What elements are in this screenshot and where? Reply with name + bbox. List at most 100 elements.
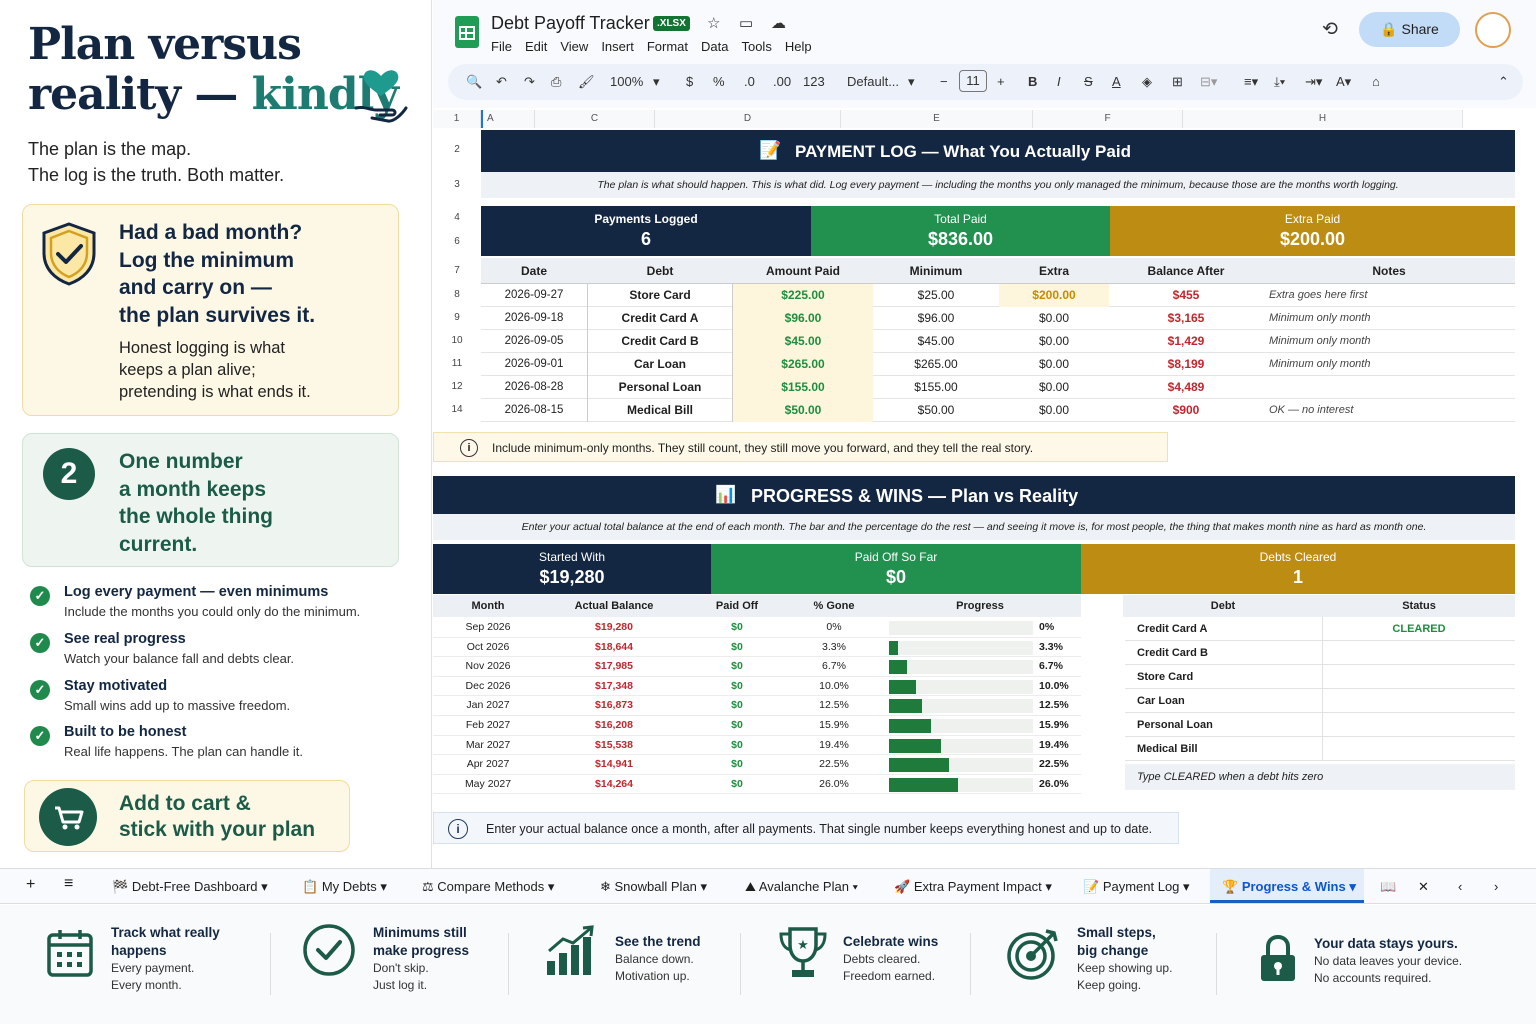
menu-format[interactable]: Format [646,39,688,54]
rotate-icon[interactable]: A▾ [1336,74,1352,89]
table-row[interactable]: 2026-09-05 Credit Card B $45.00 $45.00 $0.00… [481,330,1515,353]
history-icon[interactable]: ⟲ [1322,19,1338,40]
progress-header: Actual Balance [574,600,654,612]
col-header[interactable]: E [841,110,1033,128]
merge-cells-icon[interactable]: ⊟▾ [1200,74,1218,89]
add-sheet-icon[interactable]: + [26,876,36,893]
font-size-decrease-icon[interactable]: − [940,74,948,89]
menu-insert[interactable]: Insert [601,39,634,54]
borders-icon[interactable]: ⊞ [1172,74,1183,89]
kpi-paid-off: Paid Off So Far $0 [711,544,1081,594]
table-row[interactable]: 2026-08-28 Personal Loan $155.00 $155.00 $0.… [481,376,1515,399]
folder-icon[interactable]: ▭ [739,15,754,32]
percent-format-button[interactable]: % [713,74,725,89]
debt-row[interactable]: Credit Card A CLEARED [1125,617,1515,641]
progress-row[interactable]: Nov 2026 $17,985 $0 6.7% 6.7% [433,657,1081,677]
scroll-left-icon[interactable]: ‹ [1458,879,1463,894]
valign-icon[interactable]: ⤓▾ [1274,74,1286,89]
redo-icon[interactable]: ↷ [524,74,535,89]
font-size-input[interactable]: 11 [959,70,987,92]
bold-icon[interactable]: B [1028,74,1038,89]
table-row[interactable]: 2026-09-27 Store Card $225.00 $25.00 $200.00… [481,284,1515,307]
progress-row[interactable]: Jan 2027 $16,873 $0 12.5% 12.5% [433,696,1081,716]
tab-debt-free-dashboard[interactable]: 🏁 Debt-Free Dashboard ▾ [112,879,268,894]
menu-edit[interactable]: Edit [524,39,548,54]
strikethrough-icon[interactable]: S [1084,74,1093,89]
share-button[interactable]: 🔒 Share [1359,12,1460,47]
log-cell-extra: $0.00 [1038,311,1070,325]
benefit-title: Small steps, [1077,925,1156,940]
tab-avalanche-plan[interactable]: ⛰ Avalanche Plan ▾ [745,879,859,894]
star-icon[interactable]: ☆ [707,15,721,32]
tab-my-debts[interactable]: 📋 My Debts ▾ [302,879,387,894]
debt-row[interactable]: Store Card [1125,665,1515,689]
col-header[interactable]: D [655,110,841,128]
print-icon[interactable]: ⎙ [551,74,562,89]
menu-view[interactable]: View [560,39,589,54]
chevron-down-icon[interactable]: ▾ [653,74,660,89]
one-number-title-line: a month keeps [119,477,267,501]
debts-hint: Type CLEARED when a debt hits zero [1125,764,1515,790]
collapse-toolbar-icon[interactable]: ⌃ [1498,74,1509,89]
debt-row[interactable]: Car Loan [1125,689,1515,713]
link-icon[interactable]: ⌂ [1372,74,1380,89]
col-header[interactable]: H [1183,110,1463,128]
heart-hand-icon [354,70,408,123]
col-header[interactable]: F [1033,110,1183,128]
align-icon[interactable]: ≡▾ [1244,74,1259,89]
debt-row[interactable]: Medical Bill [1125,737,1515,761]
chevron-down-icon[interactable]: ▾ [908,74,915,89]
font-size-increase-icon[interactable]: + [997,74,1005,89]
progress-row[interactable]: Sep 2026 $19,280 $0 0% 0% [433,618,1081,638]
wrap-icon[interactable]: ⇥▾ [1305,74,1323,89]
debt-row[interactable]: Personal Loan [1125,713,1515,737]
cloud-icon[interactable]: ☁ [771,15,786,32]
paint-format-icon[interactable]: 🖌 [578,74,595,89]
table-row[interactable]: 2026-08-15 Medical Bill $50.00 $50.00 $0.00 $… [481,399,1515,422]
all-sheets-icon[interactable]: ≡ [64,875,74,892]
col-header[interactable]: A [481,110,535,128]
search-icon[interactable]: 🔍 [466,74,483,89]
fill-color-icon[interactable]: ◈ [1142,74,1152,89]
table-row[interactable]: 2026-09-01 Car Loan $265.00 $265.00 $0.00 $8,… [481,353,1515,376]
cart-line-1: Add to cart & [119,792,251,815]
tab-extra-payment-impact[interactable]: 🚀 Extra Payment Impact ▾ [894,879,1052,894]
benefit-desc: Every month. [111,978,182,992]
benefit-desc: Just log it. [373,978,428,992]
text-color-icon[interactable]: A [1112,74,1121,89]
table-row[interactable]: 2026-09-18 Credit Card A $96.00 $96.00 $0.00… [481,307,1515,330]
currency-format-button[interactable]: $ [686,74,694,89]
italic-icon[interactable]: I [1057,74,1061,89]
progress-row[interactable]: Feb 2027 $16,208 $0 15.9% 15.9% [433,716,1081,736]
log-cell-bal: $1,429 [1167,334,1205,348]
book-icon[interactable]: 📖 [1380,879,1397,894]
progress-cell-bal: $15,538 [595,738,633,751]
debt-row[interactable]: Credit Card B [1125,641,1515,665]
font-select[interactable]: Default... [847,74,900,89]
number-format-button[interactable]: 123 [803,74,825,89]
tab-snowball-plan[interactable]: ❄ Snowball Plan ▾ [600,879,708,894]
scroll-right-icon[interactable]: › [1494,879,1499,894]
progress-row[interactable]: May 2027 $14,264 $0 26.0% 26.0% [433,775,1081,795]
progress-row[interactable]: Apr 2027 $14,941 $0 22.5% 22.5% [433,755,1081,775]
avatar[interactable] [1475,12,1511,48]
zoom-select[interactable]: 100% [610,74,644,89]
progress-row[interactable]: Mar 2027 $15,538 $0 19.4% 19.4% [433,736,1081,756]
document-title[interactable]: Debt Payoff Tracker [491,13,650,33]
decrease-decimal-button[interactable]: .0 [744,74,755,89]
menu-data[interactable]: Data [701,39,729,54]
progress-row[interactable]: Oct 2026 $18,644 $0 3.3% 3.3% [433,638,1081,658]
kpi-total-paid: Total Paid $836.00 [811,206,1110,256]
menu-tools[interactable]: Tools [741,39,772,54]
undo-icon[interactable]: ↶ [496,74,507,89]
menu-help[interactable]: Help [784,39,812,54]
progress-row[interactable]: Dec 2026 $17,348 $0 10.0% 10.0% [433,677,1081,697]
tab-progress-wins[interactable]: 🏆 Progress & Wins ▾ [1210,869,1364,903]
tab-compare-methods[interactable]: ⚖ Compare Methods ▾ [422,879,555,894]
close-icon[interactable]: ✕ [1418,879,1429,894]
tab-payment-log[interactable]: 📝 Payment Log ▾ [1083,879,1190,894]
add-to-cart-button[interactable]: Add to cart & stick with your plan [24,780,350,852]
col-header[interactable]: C [535,110,655,128]
menu-file[interactable]: File [491,39,512,54]
increase-decimal-button[interactable]: .00 [773,74,792,89]
